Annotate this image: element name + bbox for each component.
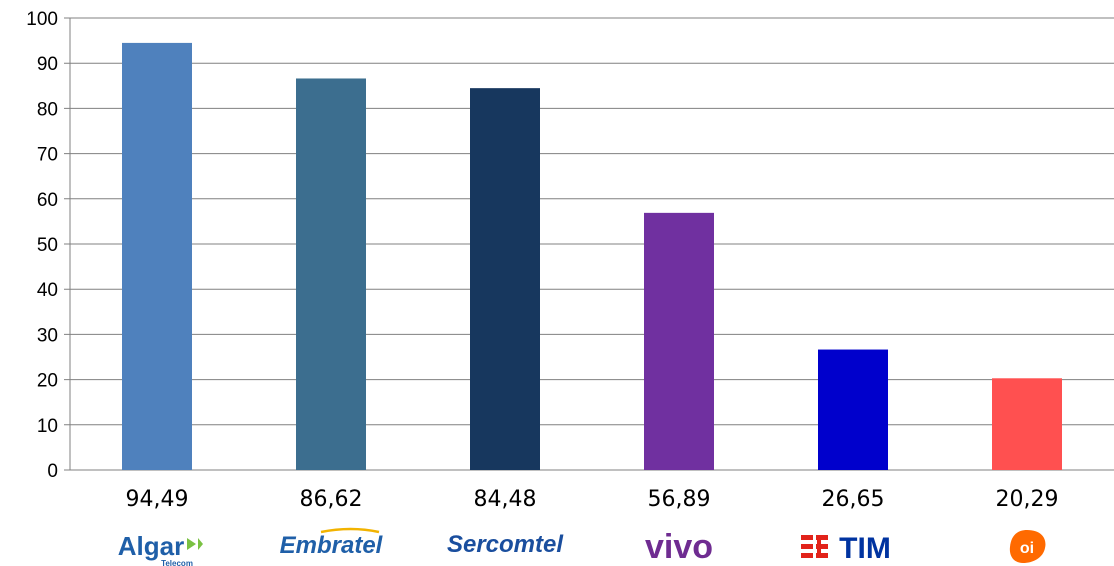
logo-sercomtel: Sercomtel <box>447 531 564 558</box>
y-tick-label: 80 <box>37 99 58 120</box>
y-tick-label: 90 <box>37 54 58 75</box>
data-label: 86,62 <box>300 487 363 512</box>
data-label: 20,29 <box>996 487 1059 512</box>
data-label: 26,65 <box>822 487 885 512</box>
y-tick-label: 0 <box>47 461 58 482</box>
logo-vivo: vivo <box>645 528 713 566</box>
y-tick-label: 60 <box>37 190 58 211</box>
tim-stripes-icon <box>801 535 828 558</box>
y-tick-label: 100 <box>26 9 58 30</box>
bar-1 <box>296 78 366 470</box>
algar-chevron-icon <box>187 538 203 550</box>
logo-oi: oi <box>1009 530 1046 563</box>
y-tick-label: 70 <box>37 145 58 166</box>
data-label: 84,48 <box>474 487 537 512</box>
logo-text: TIM <box>839 532 891 565</box>
logo-embratel: Embratel <box>280 527 384 559</box>
bar-3 <box>644 212 714 471</box>
bar-2 <box>470 88 540 471</box>
embratel-swoosh-icon <box>320 527 380 534</box>
y-tick-label: 40 <box>37 280 58 301</box>
y-axis: 0 10 20 30 40 50 60 70 80 90 100 <box>26 9 71 482</box>
y-tick-label: 50 <box>37 235 58 256</box>
y-tick-label: 10 <box>37 416 58 437</box>
logo-text: Algar <box>118 531 184 561</box>
bar-4 <box>818 349 888 470</box>
bar-0 <box>122 42 192 470</box>
oi-bubble-icon <box>1009 530 1046 563</box>
gridlines <box>64 17 1114 471</box>
y-tick-label: 30 <box>37 325 58 346</box>
bars <box>122 42 1062 471</box>
logo-subtext: Telecom <box>161 559 193 566</box>
y-tick-label: 20 <box>37 371 58 392</box>
logo-text: Sercomtel <box>447 531 564 558</box>
data-label: 56,89 <box>648 487 711 512</box>
data-label: 94,49 <box>126 487 189 512</box>
logo-text: Embratel <box>280 532 384 559</box>
bar-5 <box>992 378 1062 470</box>
logo-tim: TIM <box>801 532 891 565</box>
logo-text: oi <box>1020 540 1034 557</box>
logo-text: vivo <box>645 528 713 566</box>
data-labels: 94,49 86,62 84,48 56,89 26,65 20,29 <box>126 487 1059 512</box>
